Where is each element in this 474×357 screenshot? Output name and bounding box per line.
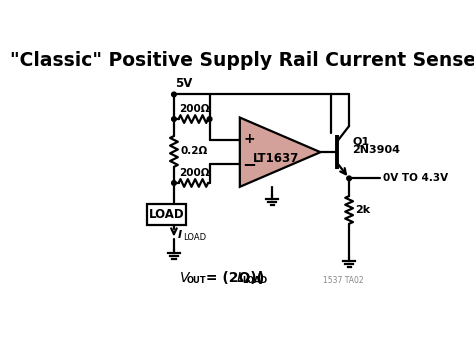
Text: I: I <box>178 230 182 240</box>
Text: $I$: $I$ <box>236 271 242 285</box>
Text: "Classic" Positive Supply Rail Current Sense: "Classic" Positive Supply Rail Current S… <box>10 51 474 70</box>
Text: 0.2Ω: 0.2Ω <box>180 146 208 156</box>
Text: 2k: 2k <box>356 205 370 215</box>
FancyBboxPatch shape <box>147 204 186 225</box>
Text: 200Ω: 200Ω <box>180 167 210 177</box>
Text: Q1: Q1 <box>352 136 369 146</box>
Circle shape <box>347 176 351 181</box>
Text: LOAD: LOAD <box>183 233 206 242</box>
Text: 2N3904: 2N3904 <box>352 145 400 155</box>
Circle shape <box>207 117 212 121</box>
Text: 5V: 5V <box>175 77 193 90</box>
Circle shape <box>172 181 176 185</box>
Text: 1537 TA02: 1537 TA02 <box>323 276 364 285</box>
Text: −: − <box>242 155 256 173</box>
Text: LT1637: LT1637 <box>253 152 300 165</box>
Text: 200Ω: 200Ω <box>180 104 210 114</box>
Text: $V$: $V$ <box>179 271 191 285</box>
Text: LOAD: LOAD <box>242 276 267 285</box>
Text: OUT: OUT <box>186 276 206 285</box>
Text: +: + <box>243 132 255 146</box>
Polygon shape <box>240 117 320 187</box>
Text: ): ) <box>258 271 264 285</box>
Text: 0V TO 4.3V: 0V TO 4.3V <box>383 174 448 183</box>
Text: = (2Ω)(: = (2Ω)( <box>201 271 263 285</box>
Circle shape <box>172 92 176 97</box>
Circle shape <box>172 117 176 121</box>
Text: LOAD: LOAD <box>148 208 184 221</box>
